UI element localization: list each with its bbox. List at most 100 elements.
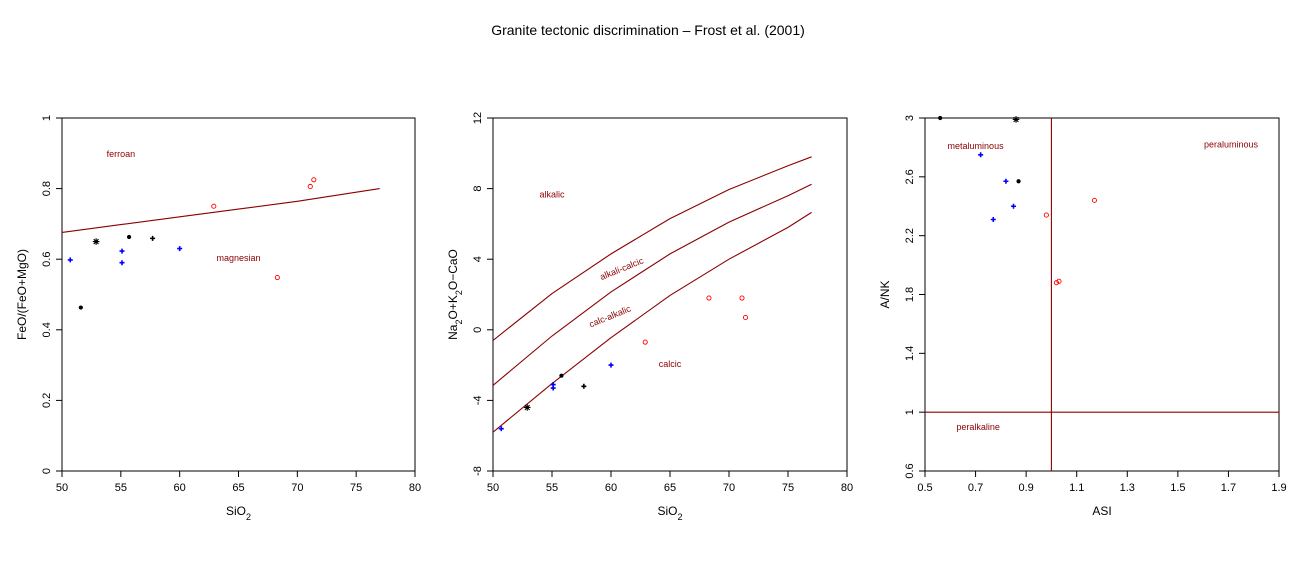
x-tick-label: 60 bbox=[174, 482, 186, 494]
y-axis-label: Na2O+K2O−CaO bbox=[446, 249, 464, 340]
data-point bbox=[550, 385, 556, 391]
data-point bbox=[498, 426, 504, 432]
data-point bbox=[1056, 278, 1062, 284]
data-point bbox=[978, 152, 984, 158]
x-tick-label: 65 bbox=[664, 482, 676, 494]
y-tick-label: 0.4 bbox=[41, 322, 53, 337]
x-tick-label: 70 bbox=[291, 482, 303, 494]
boundary-line bbox=[62, 188, 380, 233]
region-label: ferroan bbox=[107, 149, 136, 159]
data-point bbox=[126, 234, 132, 240]
x-tick-label: 80 bbox=[409, 482, 421, 494]
data-point bbox=[307, 183, 313, 190]
y-tick-label: 0.6 bbox=[904, 463, 916, 478]
y-tick-label: 1.4 bbox=[904, 346, 916, 361]
data-point bbox=[1012, 116, 1020, 123]
chart-panel-3: 0.5 0.7 0.9 1.1 1.3 1.5 1.7 1.9 0.6 1 1.4 1.8 2.2 2.6… bbox=[878, 115, 1287, 518]
plot-frame bbox=[924, 117, 1280, 472]
data-point bbox=[1043, 212, 1049, 218]
x-tick-label: 55 bbox=[115, 482, 127, 494]
x-axis-label: SiO2 bbox=[226, 504, 251, 522]
data-point bbox=[311, 177, 317, 183]
region-label: calc-alkalic bbox=[588, 303, 633, 329]
region-label: peraluminous bbox=[1204, 139, 1259, 149]
data-point bbox=[608, 362, 614, 368]
data-point bbox=[523, 404, 531, 411]
y-axis-label: FeO/(FeO+MgO) bbox=[15, 249, 29, 340]
data-point bbox=[211, 203, 217, 209]
region-label: magnesian bbox=[216, 253, 260, 263]
x-tick-label: 60 bbox=[605, 482, 617, 494]
x-axis-label: SiO2 bbox=[657, 504, 682, 522]
x-tick-label: 1.7 bbox=[1221, 482, 1236, 494]
x-tick-label: 50 bbox=[487, 482, 499, 494]
y-tick-label: 0 bbox=[472, 327, 484, 333]
boundary-line bbox=[493, 183, 812, 386]
page-title: Granite tectonic discrimination – Frost … bbox=[491, 22, 805, 38]
data-point bbox=[739, 295, 745, 301]
data-point bbox=[990, 216, 996, 222]
data-point bbox=[1053, 280, 1060, 286]
data-point bbox=[559, 373, 564, 378]
data-point bbox=[119, 260, 125, 266]
y-tick-label: 1.8 bbox=[904, 287, 916, 302]
x-tick-label: 0.9 bbox=[1018, 482, 1033, 494]
chart-panel-2: 50 55 60 65 70 75 80 -8 -4 0 4 8 12 SiO2 Na2O+K2O−CaO a… bbox=[446, 112, 853, 522]
data-point bbox=[1003, 178, 1009, 184]
x-tick-label: 0.5 bbox=[917, 482, 932, 494]
region-label: metaluminous bbox=[948, 141, 1005, 151]
y-tick-label: 4 bbox=[472, 256, 484, 262]
x-tick-label: 1.9 bbox=[1271, 482, 1286, 494]
data-point bbox=[119, 248, 125, 254]
y-tick-label: 2.2 bbox=[904, 228, 916, 243]
data-point bbox=[1016, 179, 1021, 184]
data-point bbox=[92, 238, 100, 245]
x-tick-label: 1.1 bbox=[1069, 482, 1084, 494]
region-label: calcic bbox=[659, 359, 682, 369]
plot-frame bbox=[61, 117, 416, 472]
x-tick-label: 65 bbox=[232, 482, 244, 494]
data-point bbox=[274, 275, 280, 281]
plot-frame bbox=[492, 117, 848, 472]
region-label: alkalic bbox=[539, 189, 565, 199]
data-point bbox=[1011, 203, 1016, 209]
x-tick-label: 50 bbox=[56, 482, 68, 494]
x-tick-label: 0.7 bbox=[968, 482, 983, 494]
data-point bbox=[67, 257, 73, 263]
data-point bbox=[581, 383, 587, 389]
y-tick-label: 8 bbox=[472, 186, 484, 192]
y-tick-label: 3 bbox=[904, 115, 916, 121]
data-point bbox=[642, 339, 648, 345]
y-tick-label: 2.6 bbox=[904, 169, 916, 184]
data-point bbox=[177, 246, 183, 252]
y-axis-label: A/NK bbox=[878, 280, 892, 308]
y-tick-label: 12 bbox=[472, 112, 484, 124]
y-tick-label: -8 bbox=[472, 466, 484, 476]
y-tick-label: 0.8 bbox=[41, 181, 53, 196]
y-tick-label: -4 bbox=[472, 396, 484, 406]
y-tick-label: 1 bbox=[904, 409, 916, 415]
region-label: peralkaline bbox=[956, 422, 1000, 432]
data-point bbox=[1091, 197, 1097, 203]
y-tick-label: 0 bbox=[41, 468, 53, 474]
y-tick-label: 1 bbox=[41, 115, 53, 121]
data-point bbox=[742, 314, 749, 320]
x-axis-label: ASI bbox=[1092, 504, 1111, 518]
x-tick-label: 75 bbox=[782, 482, 794, 494]
data-point bbox=[938, 115, 943, 121]
chart-panel-1: 50 55 60 65 70 75 80 0 0.2 0.4 0.6 0.8 1 SiO2 FeO/(FeO… bbox=[15, 115, 421, 522]
data-point bbox=[150, 235, 156, 241]
data-point bbox=[706, 295, 712, 301]
data-point bbox=[78, 305, 83, 310]
x-tick-label: 70 bbox=[723, 482, 735, 494]
region-label: alkali-calcic bbox=[598, 255, 645, 282]
y-tick-label: 0.6 bbox=[41, 252, 53, 267]
boundary-line bbox=[493, 156, 812, 341]
x-tick-label: 1.3 bbox=[1120, 482, 1135, 494]
x-tick-label: 80 bbox=[841, 482, 853, 494]
y-tick-label: 0.2 bbox=[41, 393, 53, 408]
x-tick-label: 55 bbox=[546, 482, 558, 494]
boundary-line bbox=[493, 211, 812, 433]
x-tick-label: 1.5 bbox=[1170, 482, 1185, 494]
